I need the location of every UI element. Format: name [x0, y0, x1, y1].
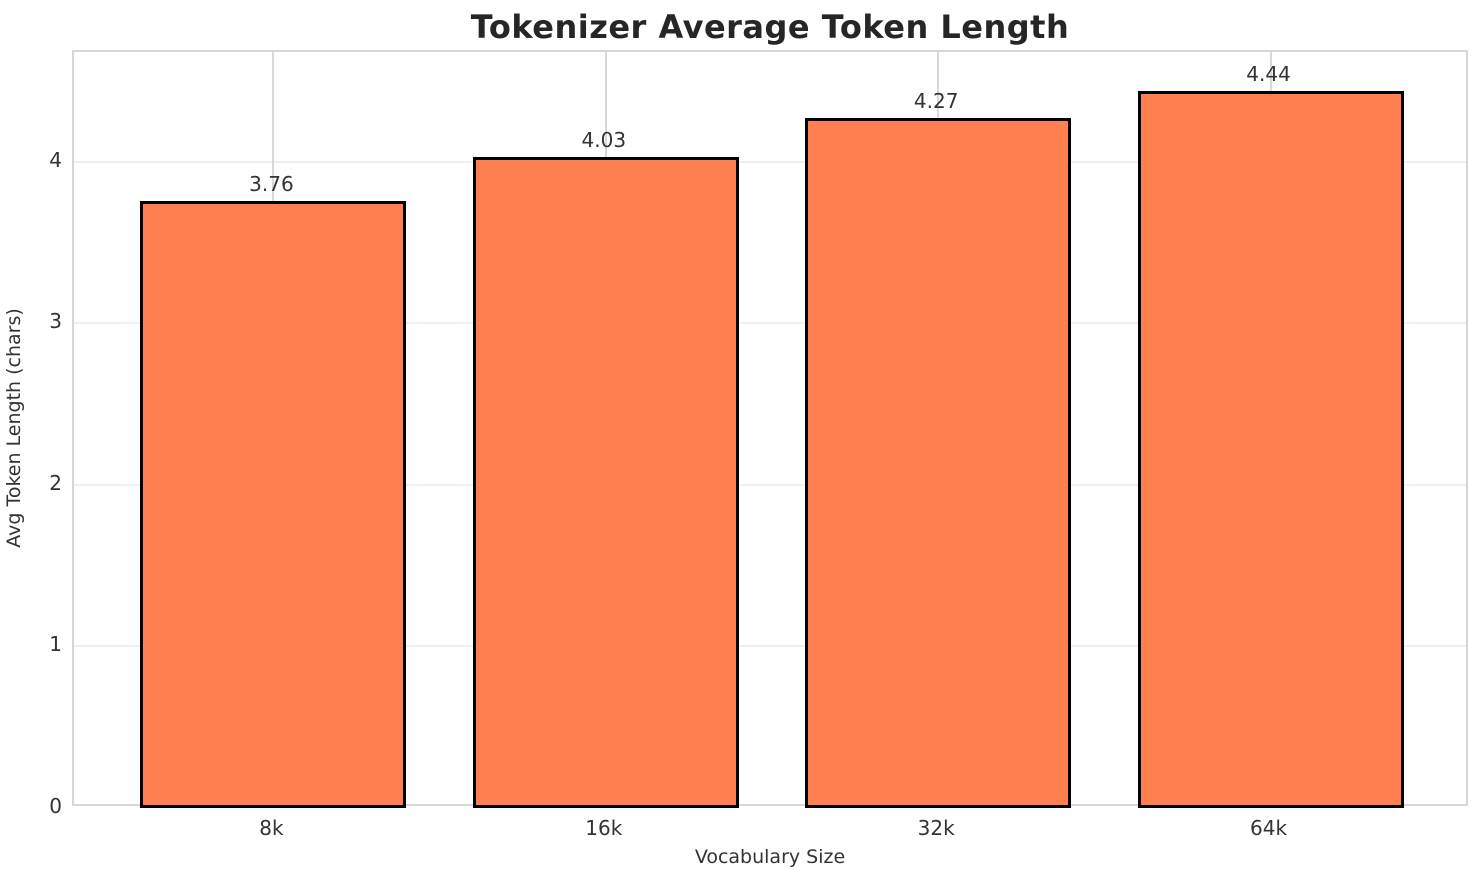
y-tick-label-2: 2: [49, 470, 62, 495]
gridline-horizontal: [74, 645, 1466, 648]
bar-64k: [1137, 90, 1404, 808]
bar-value-label: 4.03: [581, 128, 627, 152]
x-tick-label-16k: 16k: [585, 816, 623, 840]
y-tick-label-1: 1: [49, 632, 62, 657]
y-axis-label: Avg Token Length (chars): [3, 308, 25, 548]
x-tick-label-8k: 8k: [259, 816, 284, 840]
x-tick-label-64k: 64k: [1250, 816, 1288, 840]
bar-value-label: 4.27: [913, 89, 959, 114]
y-tick-label-0: 0: [49, 794, 62, 818]
y-tick-label-3: 3: [49, 309, 62, 334]
gridline-horizontal: [74, 160, 1466, 163]
plot-area: [72, 50, 1468, 808]
bar-value-label: 4.44: [1246, 61, 1291, 86]
bar-value-label: 3.76: [249, 171, 294, 196]
bar-8k: [140, 200, 407, 808]
bar-32k: [805, 118, 1072, 808]
x-axis-label: Vocabulary Size: [694, 846, 846, 868]
gridline-horizontal: [74, 483, 1466, 486]
gridline-horizontal: [74, 322, 1466, 325]
y-tick-label-4: 4: [49, 147, 62, 172]
bar-16k: [472, 157, 739, 808]
x-tick-label-32k: 32k: [917, 816, 955, 840]
chart-title: Tokenizer Average Token Length: [470, 8, 1070, 46]
